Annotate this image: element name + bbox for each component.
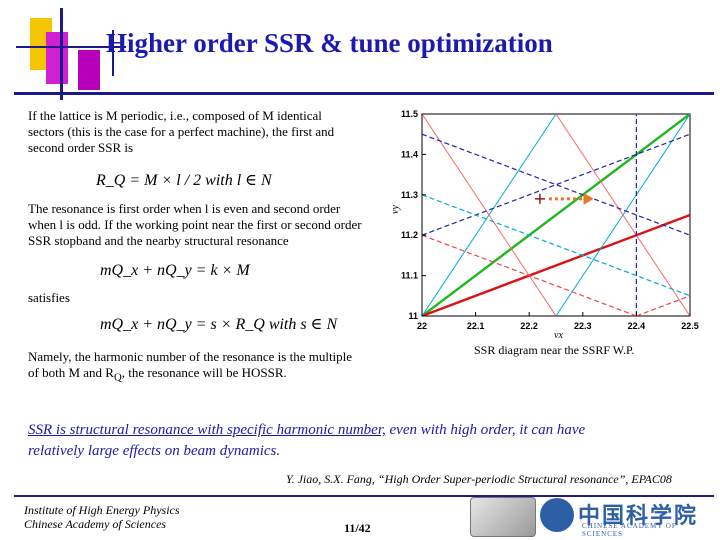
title-divider [14,92,714,95]
key-statement: SSR is structural resonance with specifi… [28,420,688,462]
x-tick-label-22: 22 [417,321,427,331]
institute-line-2: Chinese Academy of Sciences [24,517,167,531]
x-tick-label-22.2: 22.2 [520,321,538,331]
x-tick-label-22.1: 22.1 [467,321,485,331]
paragraph-namely-line-2: of both M and RQ, the resonance will be … [28,365,398,386]
y-tick-label-11.5: 11.5 [401,109,418,119]
y-tick-label-11.1: 11.1 [401,271,418,281]
paragraph-intro: If the lattice is M periodic, i.e., comp… [28,108,388,156]
paragraph-resonance-line-2: when l is odd. If the working point near… [28,217,362,232]
y-tick-label-11.3: 11.3 [401,190,418,200]
reference-citation: Y. Jiao, S.X. Fang, “High Order Super-pe… [286,472,672,486]
key-statement-rest-1: even with high order, it can have [385,422,586,438]
resonance-line-10 [422,234,637,316]
cas-logo-text: 中国科学院 [578,503,699,528]
satisfies-text: satisfies [28,290,70,305]
header-decoration-vline [60,8,63,100]
paragraph-namely-text-a: of both M and R [28,365,114,380]
slide-title: Higher order SSR & tune optimization [106,28,553,58]
ssr-diagram-chart: 22 22.1 22.2 22.3 22.4 22.5 11 11.1 11.2 11.3 11.4… [390,109,699,340]
paragraph-resonance-line-1: The resonance is first order when l is e… [28,201,341,216]
y-tick-label-11.2: 11.2 [401,230,418,240]
paragraph-namely: Namely, the harmonic number of the reson… [28,349,398,386]
paragraph-namely-text-b: , the resonance will be HOSSR. [121,365,287,380]
chart-caption: SSR diagram near the SSRF W.P. [474,343,635,357]
x-tick-label-22.3: 22.3 [574,321,592,331]
y-axis-label: νy [390,205,401,214]
formula-structural-resonance: mQ_x + nQ_y = k × M [100,262,250,279]
y-tick-label-11: 11 [408,311,418,321]
formula-hossr: mQ_x + nQ_y = s × R_Q with s ∈ N [100,316,338,333]
header-decoration-hline [16,46,126,48]
institute-line-1: Institute of High Energy Physics [24,503,180,517]
x-tick-label-22.4: 22.4 [628,321,646,331]
x-axis-label: νx [554,330,563,340]
paragraph-resonance-line-3: SSR stopband and the nearby structural r… [28,233,289,248]
y-tick-label-11.4: 11.4 [401,149,418,159]
page-number: 11/42 [344,521,371,535]
x-tick-label-22.5: 22.5 [681,321,699,331]
header-decoration-magenta [46,32,68,84]
paragraph-intro-line-2: sectors (this is the case for a perfect … [28,124,335,139]
formula-rq: R_Q = M × l / 2 with l ∈ N [96,172,272,189]
cas-logo-subtext: CHINESE ACADEMY OF SCIENCES [582,522,677,538]
resonance-line-2 [422,213,690,316]
resonance-line-1 [422,114,690,316]
paragraph-resonance: The resonance is first order when l is e… [28,201,398,249]
header-decoration-purple [78,50,100,90]
paragraph-intro-line-3: second order SSR is [28,140,134,155]
institute-name: Institute of High Energy Physics Chinese… [24,503,180,531]
key-statement-rest-2: relatively large effects on beam dynamic… [28,443,281,459]
facility-logo-image [470,497,536,537]
resonance-line-6 [422,114,557,316]
paragraph-namely-line-1: Namely, the harmonic number of the reson… [28,349,353,364]
header-decoration-vline-2 [112,30,114,76]
tune-shift-arrow-head [583,192,594,205]
footer-divider [14,495,714,497]
key-statement-underlined: SSR is structural resonance with specifi… [28,422,386,438]
resonance-line-5 [555,114,690,316]
paragraph-intro-line-1: If the lattice is M periodic, i.e., comp… [28,108,322,123]
resonance-line-11 [636,295,690,316]
cas-emblem-icon [540,498,574,532]
paragraph-namely-subscript: Q [113,371,122,384]
